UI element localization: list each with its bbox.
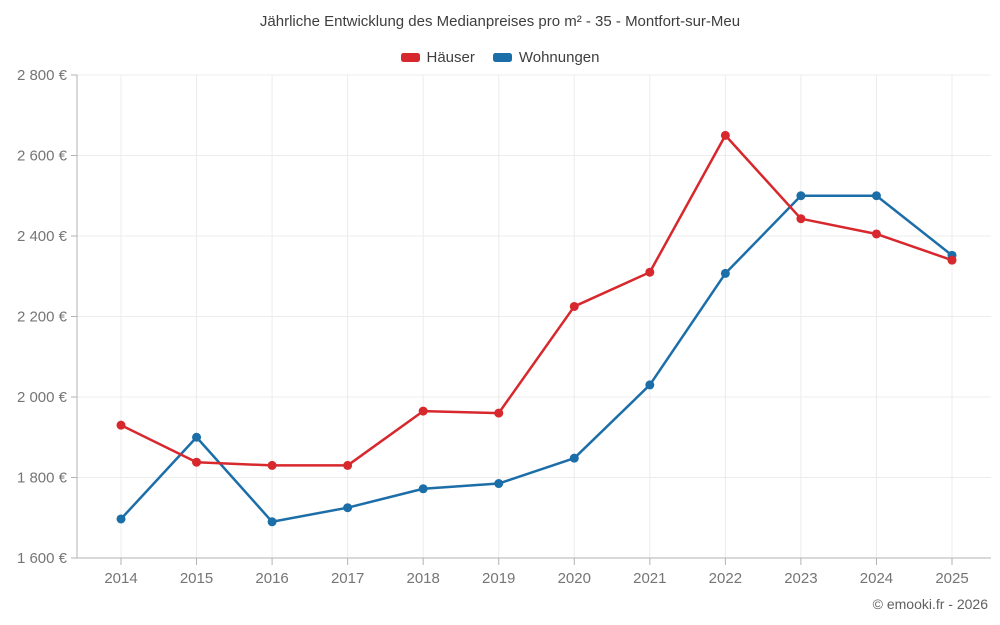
x-tick-label: 2022 <box>709 570 742 587</box>
y-tick-label: 1 600 € <box>17 550 68 567</box>
x-tick-label: 2018 <box>406 570 439 587</box>
point-haeuser-2019[interactable] <box>494 408 504 418</box>
point-wohnungen-2018[interactable] <box>418 484 428 494</box>
y-tick-label: 2 400 € <box>17 228 68 245</box>
legend-swatch-wohnungen-icon <box>492 53 512 62</box>
point-wohnungen-2015[interactable] <box>192 432 202 442</box>
point-haeuser-2018[interactable] <box>418 406 428 416</box>
point-wohnungen-2022[interactable] <box>720 268 730 278</box>
point-haeuser-2021[interactable] <box>645 267 655 277</box>
x-tick-label: 2016 <box>255 570 288 587</box>
point-wohnungen-2019[interactable] <box>494 479 504 489</box>
point-wohnungen-2014[interactable] <box>116 514 126 524</box>
x-tick-label: 2015 <box>180 570 213 587</box>
legend-label-haeuser: Häuser <box>426 49 475 66</box>
point-haeuser-2020[interactable] <box>569 301 579 311</box>
point-haeuser-2023[interactable] <box>796 214 806 224</box>
y-tick-label: 2 200 € <box>17 309 68 326</box>
series-line-haeuser <box>119 134 954 467</box>
legend-swatch-haeuser-icon <box>400 53 420 62</box>
point-wohnungen-2017[interactable] <box>343 503 353 513</box>
point-haeuser-2024[interactable] <box>871 229 881 239</box>
legend-item-wohnungen[interactable]: Wohnungen <box>492 49 600 66</box>
point-haeuser-2016[interactable] <box>267 460 277 470</box>
x-tick-label: 2023 <box>784 570 817 587</box>
chart-legend: Häuser Wohnungen <box>0 49 1000 66</box>
point-wohnungen-2021[interactable] <box>645 380 655 390</box>
point-haeuser-2014[interactable] <box>116 420 126 430</box>
y-tick-label: 2 600 € <box>17 148 68 165</box>
point-haeuser-2015[interactable] <box>192 457 202 467</box>
y-tick-label: 1 800 € <box>17 470 68 487</box>
series-line-wohnungen <box>119 194 954 524</box>
point-wohnungen-2020[interactable] <box>569 453 579 463</box>
point-haeuser-2017[interactable] <box>343 460 353 470</box>
x-tick-label: 2020 <box>558 570 591 587</box>
x-tick-label: 2024 <box>860 570 893 587</box>
y-tick-label: 2 800 € <box>17 67 68 84</box>
point-wohnungen-2023[interactable] <box>796 191 806 201</box>
point-haeuser-2025[interactable] <box>947 255 957 265</box>
x-tick-label: 2025 <box>935 570 968 587</box>
copyright-footer: © emooki.fr - 2026 <box>872 596 988 612</box>
point-wohnungen-2024[interactable] <box>871 191 881 201</box>
legend-label-wohnungen: Wohnungen <box>518 49 600 66</box>
legend-item-haeuser[interactable]: Häuser <box>400 49 475 66</box>
x-tick-label: 2017 <box>331 570 364 587</box>
point-wohnungen-2016[interactable] <box>267 517 277 527</box>
x-tick-label: 2019 <box>482 570 515 587</box>
point-haeuser-2022[interactable] <box>720 130 730 140</box>
y-tick-label: 2 000 € <box>17 389 68 406</box>
chart-title: Jährliche Entwicklung des Medianpreises … <box>259 13 741 30</box>
x-tick-label: 2021 <box>633 570 666 587</box>
x-tick-label: 2014 <box>104 570 137 587</box>
